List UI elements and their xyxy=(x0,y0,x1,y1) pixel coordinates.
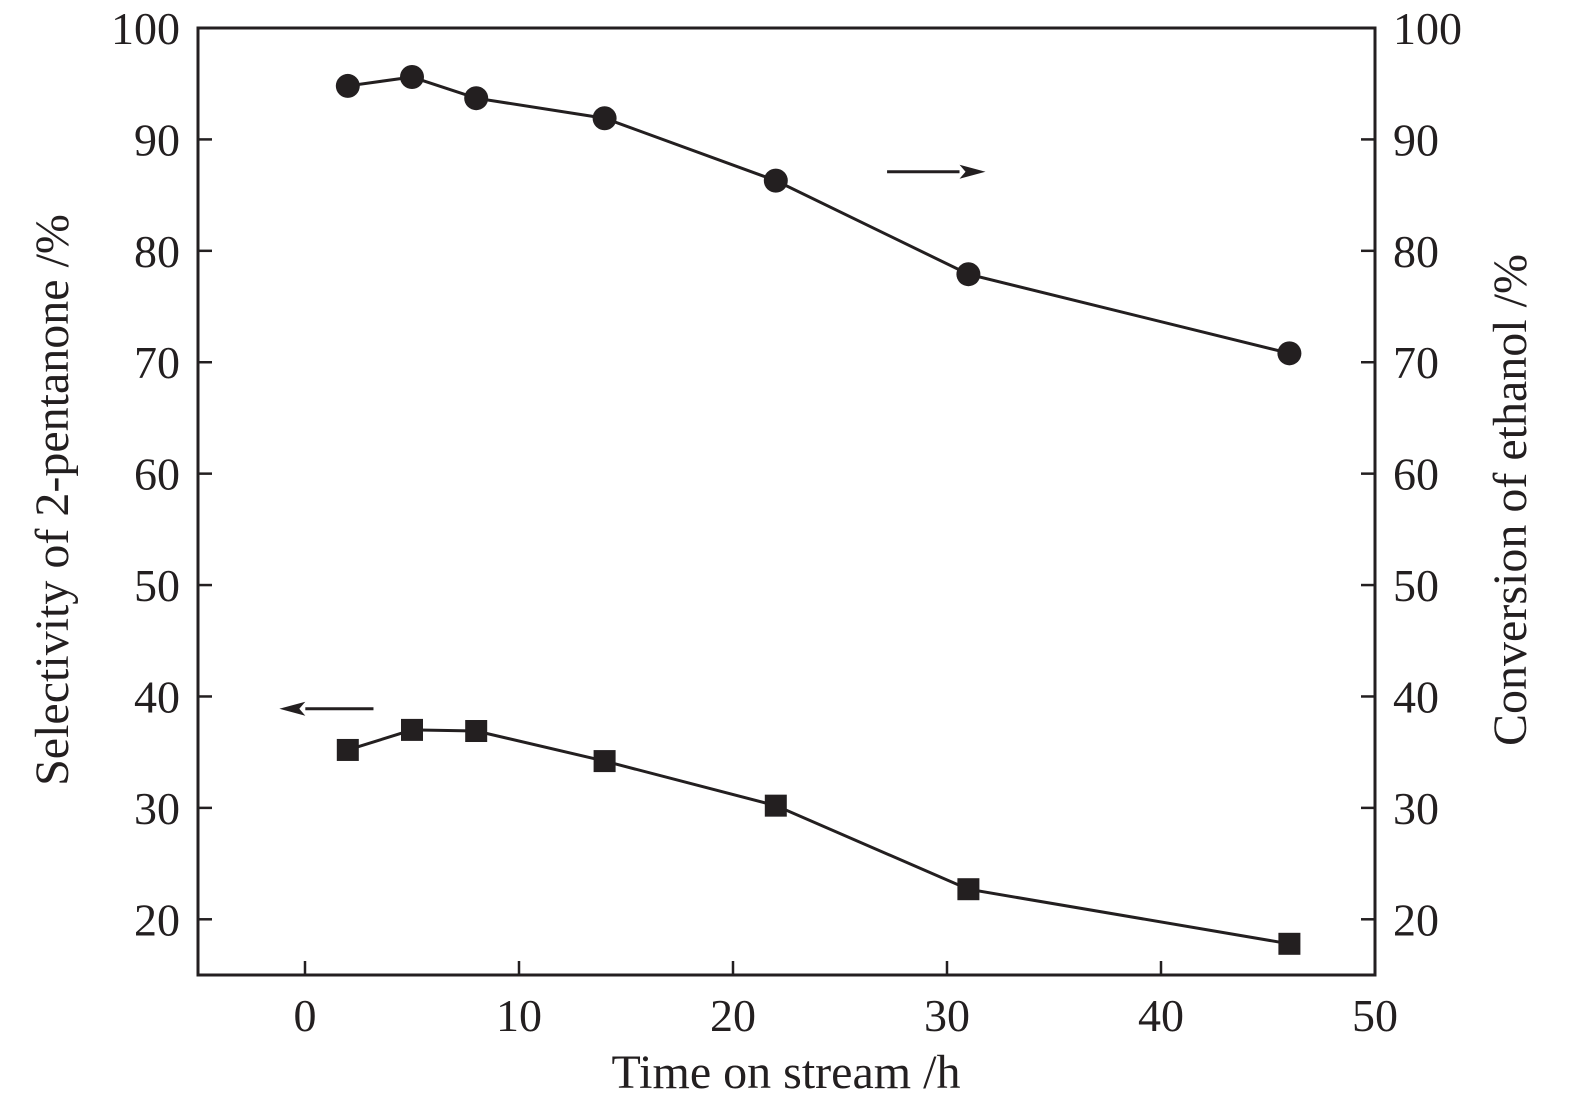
y-tick-label-left: 80 xyxy=(134,226,180,277)
data-point-circle xyxy=(400,65,424,90)
x-axis-title: Time on stream /h xyxy=(612,1046,961,1099)
y-tick-label-right: 30 xyxy=(1393,783,1439,834)
data-point-square xyxy=(465,720,488,743)
y-tick-label-left: 100 xyxy=(111,3,180,54)
y-tick-label-right: 60 xyxy=(1393,449,1439,500)
y-tick-label-right: 40 xyxy=(1393,671,1439,722)
series-layer xyxy=(335,65,1302,955)
y-tick-label-right: 90 xyxy=(1393,114,1439,165)
data-point-square xyxy=(593,750,616,773)
data-point-circle xyxy=(464,86,489,111)
annotation-layer xyxy=(279,164,986,716)
y-tick-label-right: 80 xyxy=(1393,226,1439,277)
y-tick-label-right: 50 xyxy=(1393,560,1439,611)
x-tick-label: 40 xyxy=(1138,990,1184,1041)
y-tick-label-left: 30 xyxy=(134,783,180,834)
y-axis-title-left: Selectivity of 2-pentanone /% xyxy=(26,214,79,786)
arrow-head xyxy=(279,701,306,716)
tick-labels: 0 10 20 30 40 50 20 20 30 30 40 40 50 50 60 60 70 70 80 80 9… xyxy=(111,3,1462,1041)
data-point-square xyxy=(957,878,980,901)
data-point-square xyxy=(1278,932,1301,955)
y-tick-label-right: 100 xyxy=(1393,3,1462,54)
y-tick-label-left: 60 xyxy=(134,449,180,500)
data-point-square xyxy=(764,794,787,817)
x-tick-label: 10 xyxy=(496,990,542,1041)
data-point-square xyxy=(336,738,359,761)
y-tick-label-left: 50 xyxy=(134,560,180,611)
arrow-head xyxy=(959,164,986,179)
y-tick-label-left: 90 xyxy=(134,114,180,165)
y-axis-title-right: Conversion of ethanol /% xyxy=(1484,254,1537,746)
y-tick-label-left: 70 xyxy=(134,337,180,388)
x-tick-label: 30 xyxy=(924,990,970,1041)
x-tick-label: 50 xyxy=(1352,990,1398,1041)
data-point-circle xyxy=(763,168,788,193)
y-tick-label-left: 20 xyxy=(134,894,180,945)
ticks xyxy=(198,26,1377,975)
y-tick-label-right: 20 xyxy=(1393,894,1439,945)
data-point-square xyxy=(401,718,423,741)
y-tick-label-left: 40 xyxy=(134,671,180,722)
data-point-circle xyxy=(335,73,360,98)
series-line-square xyxy=(347,728,1290,946)
data-point-circle xyxy=(956,262,981,287)
x-tick-label: 20 xyxy=(710,990,756,1041)
series-line-circle xyxy=(347,75,1290,355)
x-tick-label: 0 xyxy=(294,990,317,1041)
y-tick-label-right: 70 xyxy=(1393,337,1439,388)
data-point-circle xyxy=(592,106,617,131)
data-point-circle xyxy=(1277,341,1302,366)
plot-frame xyxy=(196,26,1377,977)
